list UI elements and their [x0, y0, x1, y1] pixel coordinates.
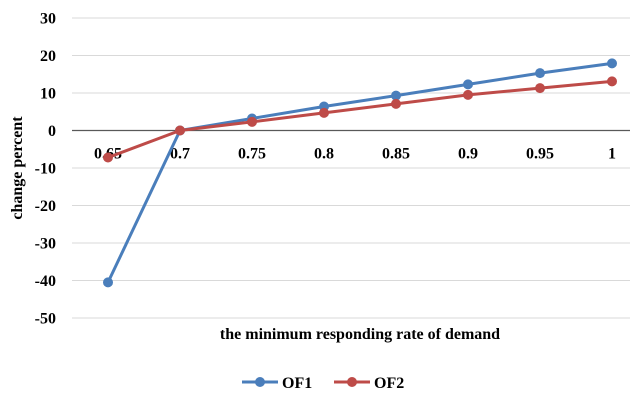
legend-swatch-marker [255, 377, 265, 387]
y-tick-label: -20 [35, 198, 56, 215]
series-group [103, 58, 617, 288]
y-tick-label: -30 [35, 236, 56, 253]
x-tick-label: 0.85 [382, 146, 410, 163]
legend-item: OF2 [334, 375, 404, 392]
y-tick-label: 20 [40, 48, 56, 65]
data-point [103, 277, 113, 288]
legend-label: OF1 [282, 375, 312, 392]
data-point [607, 76, 617, 87]
data-point [607, 58, 617, 69]
data-point [463, 79, 473, 90]
legend-item: OF1 [242, 375, 312, 392]
legend-swatch-marker [347, 377, 357, 387]
data-point [391, 98, 401, 109]
data-point [535, 68, 545, 79]
x-axis-title: the minimum responding rate of demand [220, 326, 500, 343]
data-point [247, 116, 257, 127]
x-tick-label: 0.8 [314, 146, 334, 163]
y-tick-label: 10 [40, 86, 56, 103]
legend: OF1 OF2 [242, 375, 404, 392]
data-point [319, 107, 329, 118]
x-axis-ticks: 0.650.70.750.80.850.90.951 [94, 146, 616, 163]
y-axis-ticks: 30 20 10 0 -10 -20 -30 -40 -50 [35, 11, 56, 328]
x-tick-label: 0.75 [238, 146, 266, 163]
x-tick-label: 1 [608, 146, 616, 163]
y-tick-label: 0 [48, 123, 56, 140]
x-tick-label: 0.9 [458, 146, 478, 163]
data-point [391, 90, 401, 101]
y-axis-title: change percent [9, 116, 26, 220]
x-tick-label: 0.7 [170, 146, 190, 163]
y-tick-label: -40 [35, 273, 56, 290]
series-of2 [103, 76, 617, 163]
data-point [463, 89, 473, 100]
y-tick-label: 30 [40, 11, 56, 28]
x-tick-label: 0.95 [526, 146, 554, 163]
y-tick-label: -50 [35, 311, 56, 328]
gridlines [72, 17, 630, 319]
data-point [535, 83, 545, 94]
series-line [107, 79, 613, 159]
data-point [175, 125, 185, 136]
series-line [106, 61, 613, 284]
y-tick-label: -10 [35, 161, 56, 178]
data-point [103, 152, 113, 163]
legend-label: OF2 [374, 375, 404, 392]
